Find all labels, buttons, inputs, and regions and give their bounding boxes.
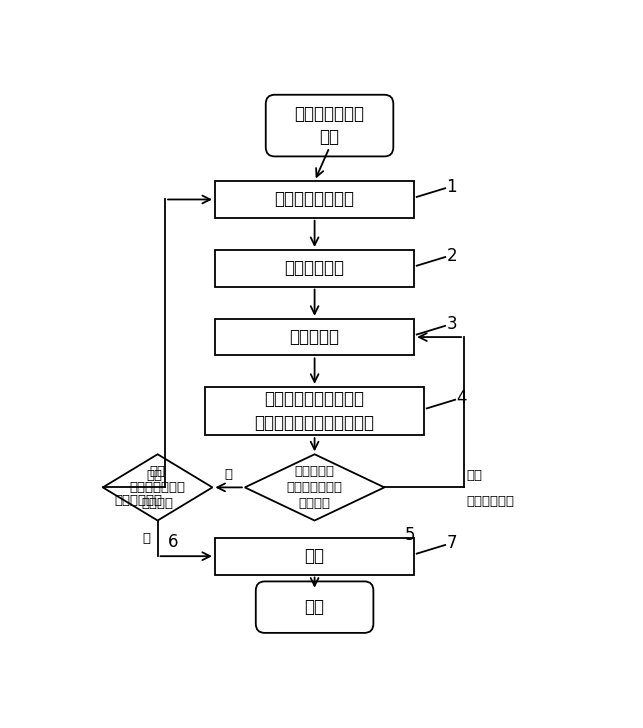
Text: 输出: 输出	[305, 547, 325, 565]
Text: 否：: 否：	[467, 470, 483, 482]
Bar	[215, 181, 414, 218]
Text: 2: 2	[446, 247, 457, 264]
Polygon shape	[245, 454, 385, 521]
Polygon shape	[103, 454, 212, 521]
Text: 构建背景噪声曲线: 构建背景噪声曲线	[275, 191, 354, 208]
Text: 6: 6	[168, 533, 178, 551]
Bar	[205, 387, 424, 435]
Text: 结束: 结束	[305, 598, 325, 616]
Text: 利用偶阶导数锐化寻峰
方法拟合得出风速和载噪比: 利用偶阶导数锐化寻峰 方法拟合得出风速和载噪比	[255, 390, 375, 432]
FancyBboxPatch shape	[256, 582, 374, 633]
Bar	[215, 319, 414, 355]
Text: 4: 4	[457, 389, 467, 407]
Text: 判断
所有功率谱是否
处理完？: 判断 所有功率谱是否 处理完？	[130, 465, 186, 510]
Text: 1: 1	[446, 178, 457, 196]
Text: 下一个功率谱: 下一个功率谱	[114, 494, 163, 507]
Text: 开始，第一个功
率谱: 开始，第一个功 率谱	[294, 105, 365, 146]
Text: 3: 3	[446, 315, 457, 333]
Text: 扣除背景噪声: 扣除背景噪声	[285, 259, 345, 277]
Text: 否：: 否：	[147, 470, 163, 482]
Text: 是: 是	[224, 468, 233, 481]
Text: 单高斯拟合: 单高斯拟合	[289, 328, 340, 346]
Bar	[215, 250, 414, 287]
Text: 是: 是	[142, 531, 150, 545]
Text: 5: 5	[404, 526, 415, 544]
Text: 7: 7	[446, 534, 457, 553]
Text: 判断当前去
噪声功率谱是否
处理完？: 判断当前去 噪声功率谱是否 处理完？	[287, 465, 343, 510]
Bar	[215, 538, 414, 574]
FancyBboxPatch shape	[266, 95, 394, 157]
Text: 下一个距离门: 下一个距离门	[467, 495, 514, 508]
